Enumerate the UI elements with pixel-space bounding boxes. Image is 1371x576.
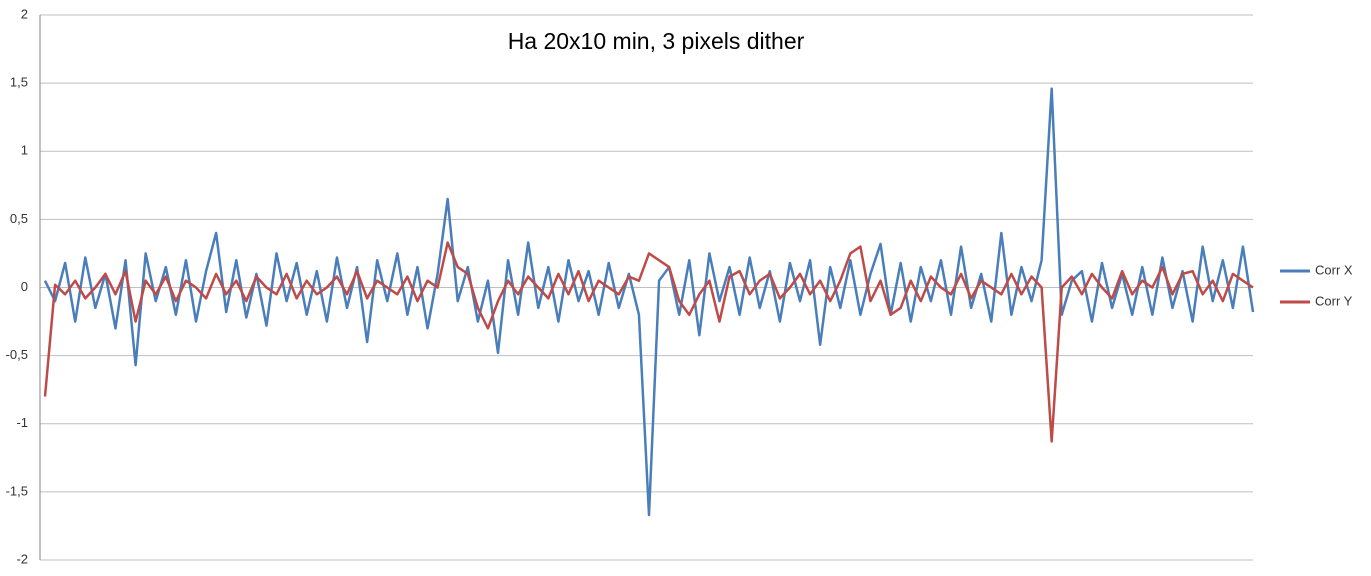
y-tick-label: 2 xyxy=(21,6,28,21)
line-series xyxy=(43,87,1255,517)
y-tick-label: 1,5 xyxy=(10,75,28,90)
y-tick-label: -1 xyxy=(16,415,28,430)
y-tick-label: 0 xyxy=(21,279,28,294)
y-tick-label: -0,5 xyxy=(6,347,28,362)
line-series xyxy=(43,241,1254,443)
legend-label: Corr X xyxy=(1315,262,1353,277)
y-tick-label: 1 xyxy=(21,143,28,158)
chart-title: Ha 20x10 min, 3 pixels dither xyxy=(508,28,805,54)
y-tick-label: -2 xyxy=(16,551,28,566)
legend-label: Corr Y xyxy=(1315,293,1353,308)
y-tick-label: -1,5 xyxy=(6,483,28,498)
y-tick-label: 0,5 xyxy=(10,211,28,226)
